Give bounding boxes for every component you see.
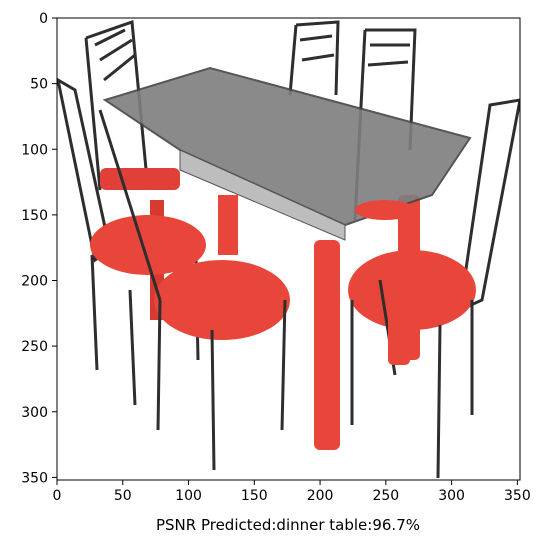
y-tick-label: 100 xyxy=(21,142,48,158)
chair-back-middle xyxy=(288,20,340,96)
y-axis: 0 50 100 150 200 250 300 350 xyxy=(21,11,57,486)
y-tick-label: 250 xyxy=(21,339,48,355)
x-tick-label: 350 xyxy=(504,488,531,504)
x-tick-label: 200 xyxy=(307,488,334,504)
x-tick-label: 50 xyxy=(114,488,132,504)
table-top xyxy=(102,66,472,241)
chair-front-left xyxy=(57,77,290,471)
y-tick-label: 200 xyxy=(21,274,48,290)
y-tick-label: 150 xyxy=(21,208,48,224)
x-tick-label: 0 xyxy=(53,488,62,504)
x-tick-label: 100 xyxy=(175,488,202,504)
x-axis: 0 50 100 150 200 250 300 350 xyxy=(53,480,531,504)
axes-frame xyxy=(56,17,521,481)
photo xyxy=(57,18,520,480)
y-tick-label: 0 xyxy=(39,11,48,27)
caption: PSNR Predicted:dinner table:96.7% xyxy=(156,516,420,534)
y-tick-label: 300 xyxy=(21,405,48,421)
x-tick-label: 250 xyxy=(372,488,399,504)
y-tick-label: 50 xyxy=(30,77,48,93)
y-tick-label: 350 xyxy=(21,470,48,486)
x-tick-label: 300 xyxy=(438,488,465,504)
chair-front-right xyxy=(348,98,520,479)
x-tick-label: 150 xyxy=(241,488,268,504)
